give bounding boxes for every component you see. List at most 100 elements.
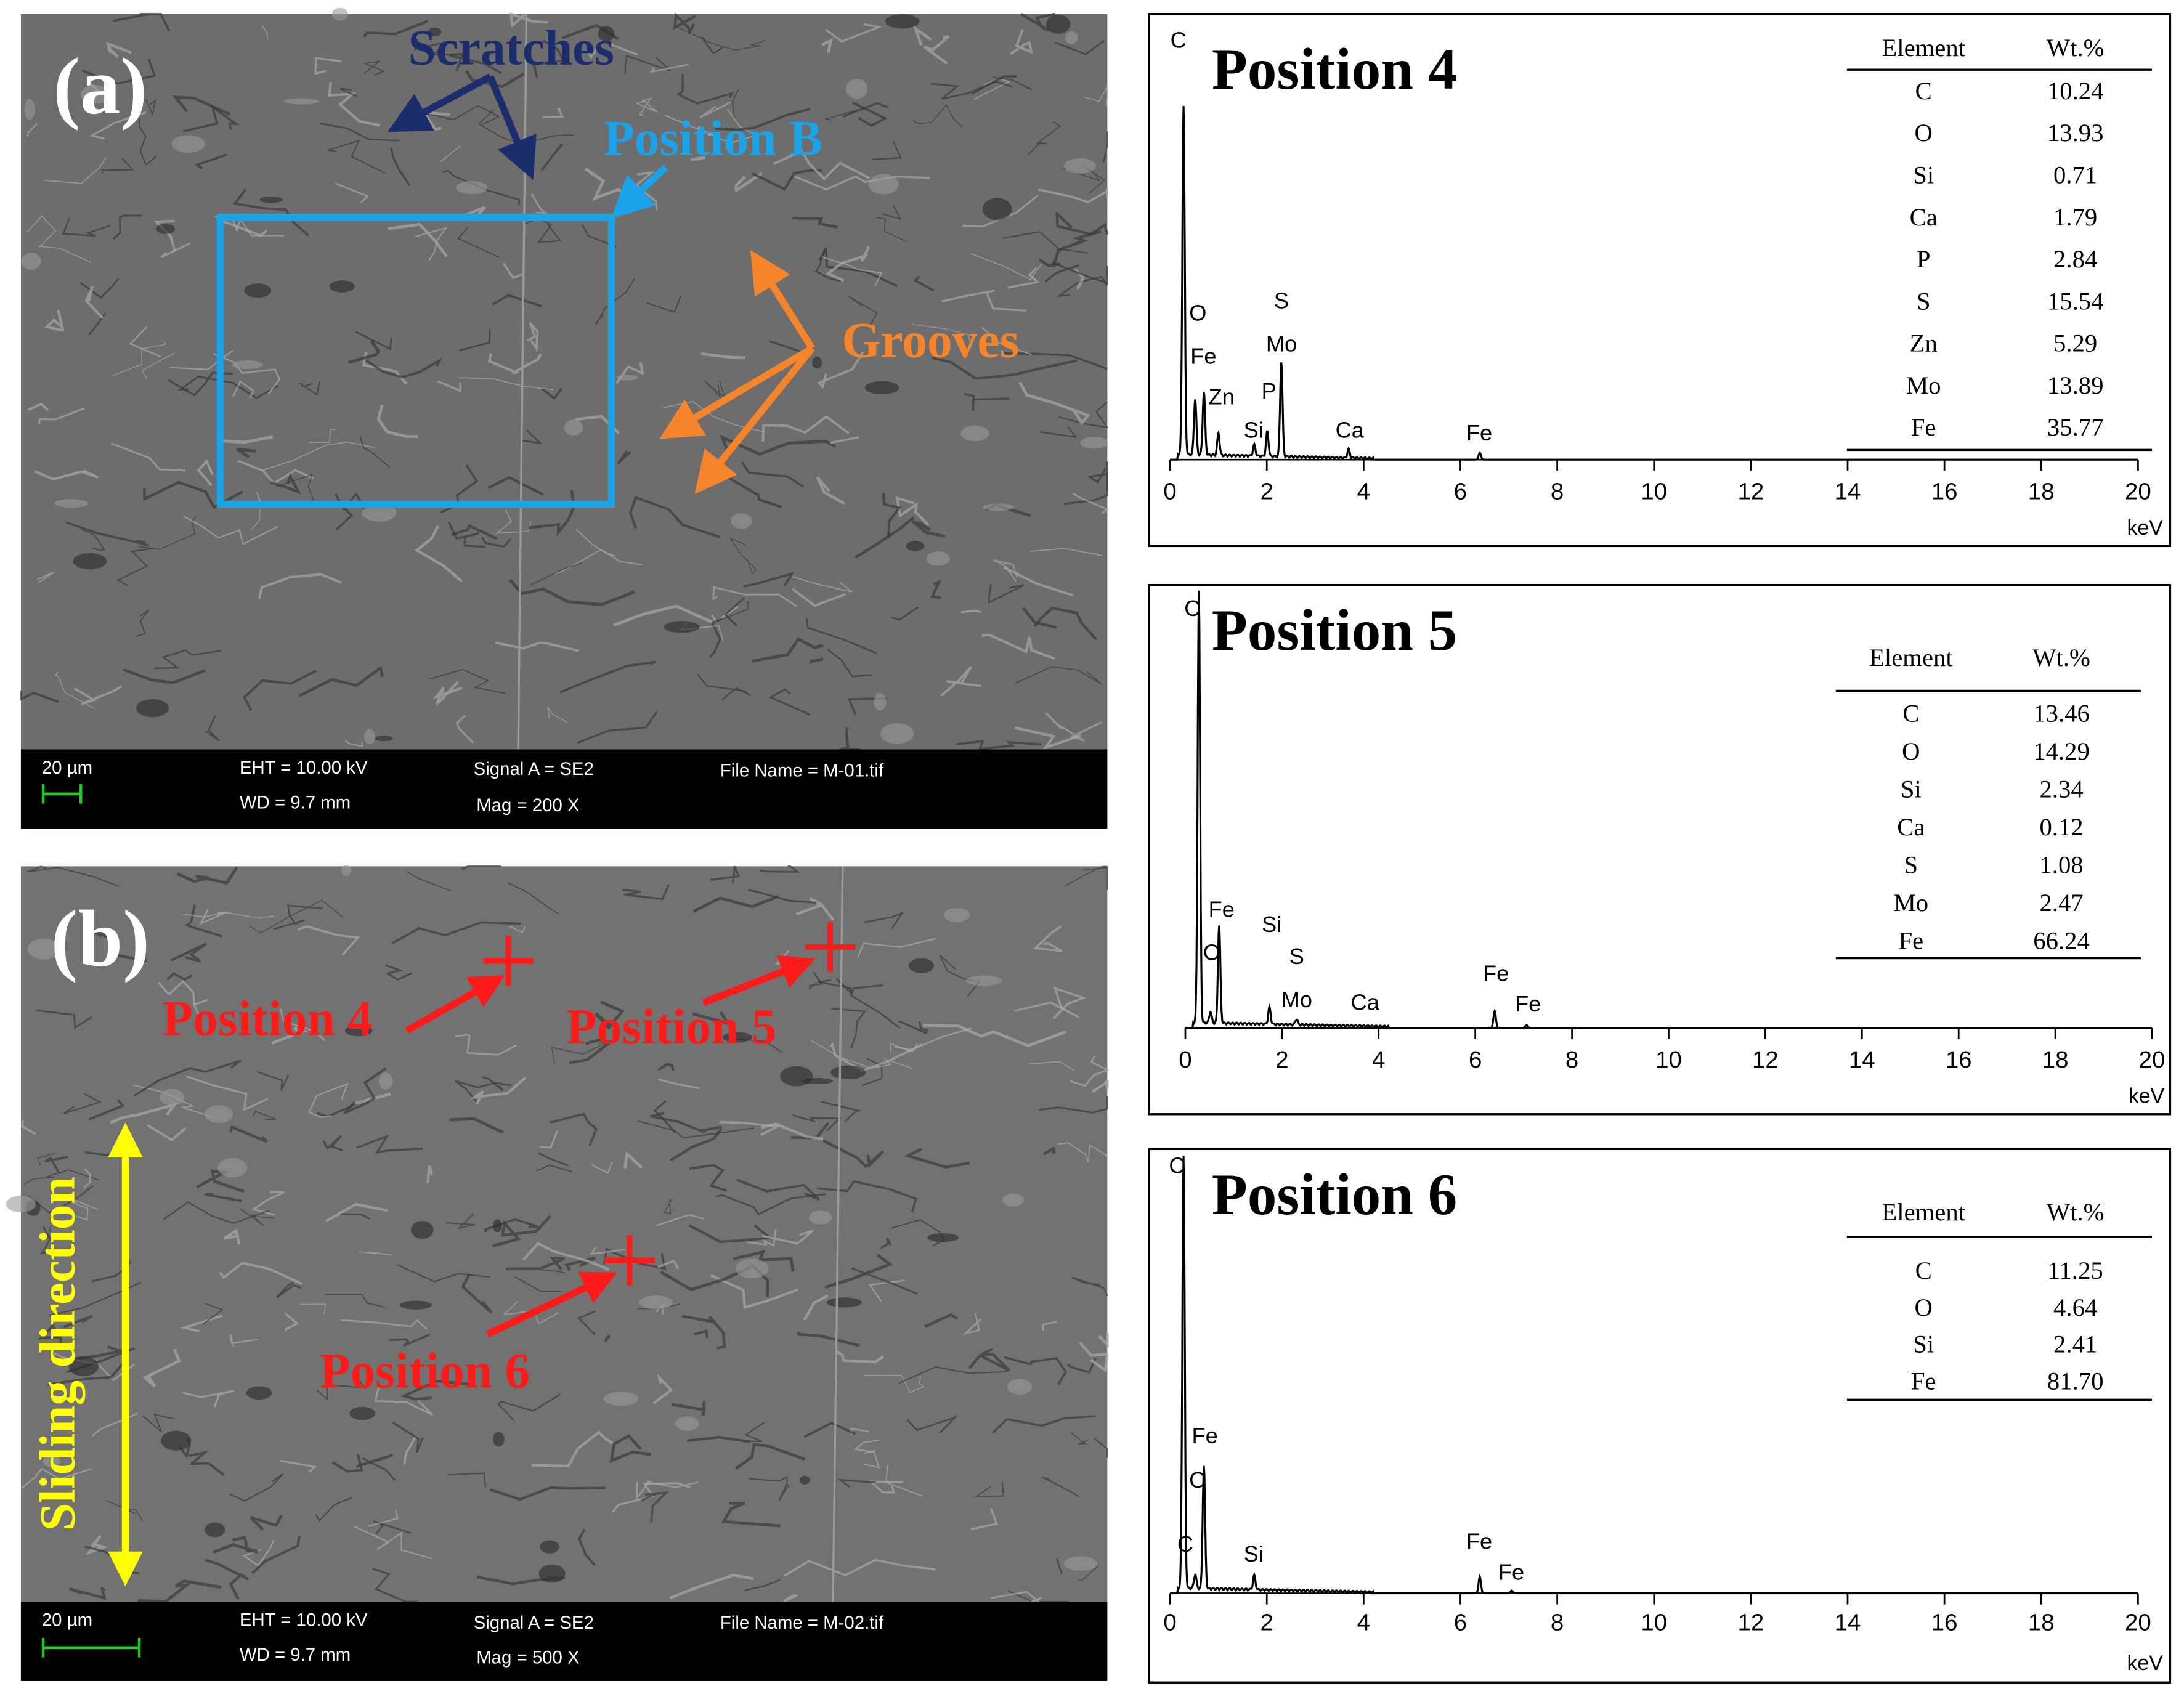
texture-line bbox=[483, 1218, 538, 1233]
texture-line bbox=[719, 1120, 782, 1137]
texture-line bbox=[863, 911, 904, 929]
texture-line bbox=[658, 1078, 700, 1090]
texture-line bbox=[54, 671, 94, 709]
texture-line bbox=[481, 537, 512, 548]
texture-line bbox=[744, 1579, 781, 1591]
table-cell: 2.47 bbox=[2039, 889, 2083, 917]
texture-line bbox=[1004, 1356, 1067, 1385]
texture-line bbox=[912, 324, 972, 349]
texture-spot bbox=[966, 975, 1002, 986]
texture-line bbox=[719, 434, 836, 456]
texture-spot bbox=[492, 1219, 502, 1233]
table-cell: 1.08 bbox=[2039, 851, 2083, 879]
texture-line bbox=[923, 1024, 1067, 1048]
x-tick-label: 18 bbox=[2028, 479, 2055, 505]
info-text: Mag = 500 X bbox=[476, 1648, 579, 1668]
texture-line bbox=[604, 1334, 611, 1342]
table-cell: 0.71 bbox=[2053, 161, 2097, 189]
texture-line bbox=[236, 447, 257, 459]
texture-line bbox=[522, 1241, 610, 1271]
texture-spot bbox=[349, 1406, 376, 1420]
table-cell: 66.24 bbox=[2033, 927, 2090, 955]
texture-line bbox=[509, 925, 526, 934]
table-cell: 0.12 bbox=[2039, 813, 2083, 841]
texture-line bbox=[339, 87, 357, 97]
texture-line bbox=[898, 1366, 1007, 1384]
table-cell: Fe bbox=[1911, 1368, 1936, 1395]
texture-line bbox=[449, 1117, 504, 1134]
texture-spot bbox=[617, 374, 638, 381]
arrow bbox=[694, 346, 815, 495]
texture-line bbox=[822, 256, 883, 287]
texture-line bbox=[1051, 261, 1108, 285]
texture-line bbox=[142, 1348, 181, 1388]
texture-line bbox=[251, 1191, 285, 1216]
x-tick-label: 10 bbox=[1641, 1609, 1667, 1635]
texture-line bbox=[353, 1525, 433, 1560]
texture-line bbox=[889, 1042, 918, 1053]
texture-line bbox=[229, 1125, 268, 1143]
texture-line bbox=[1098, 1332, 1109, 1348]
texture-line bbox=[981, 326, 1032, 355]
x-tick-label: 4 bbox=[1357, 1609, 1370, 1635]
table-cell: Si bbox=[1913, 161, 1934, 189]
texture-line bbox=[1038, 188, 1109, 204]
sem-image bbox=[20, 866, 1108, 1602]
table-cell: Fe bbox=[1899, 927, 1924, 955]
annotation: Position 6 bbox=[320, 1343, 530, 1399]
texture-line bbox=[1056, 275, 1108, 297]
x-tick-label: 6 bbox=[1454, 479, 1467, 505]
texture-line bbox=[176, 866, 238, 885]
arrow bbox=[611, 164, 668, 219]
texture-line bbox=[270, 472, 302, 495]
texture-line bbox=[822, 1139, 885, 1169]
texture-spot bbox=[410, 1221, 434, 1239]
texture-line bbox=[636, 1480, 699, 1501]
texture-line bbox=[715, 1193, 826, 1215]
texture-line bbox=[299, 1303, 326, 1315]
texture-line bbox=[1057, 1142, 1108, 1162]
texture-line bbox=[307, 1082, 349, 1119]
texture-line bbox=[44, 309, 65, 332]
texture-line bbox=[492, 294, 543, 308]
texture-line bbox=[359, 1251, 392, 1256]
texture-spot bbox=[341, 865, 352, 877]
peak-label: Zn bbox=[1209, 384, 1235, 409]
texture-line bbox=[280, 1459, 317, 1473]
texture-line bbox=[1033, 606, 1098, 641]
texture-line bbox=[1105, 1080, 1109, 1090]
texture-line bbox=[249, 899, 344, 934]
x-tick-label: 12 bbox=[1738, 1609, 1764, 1635]
texture-line bbox=[327, 139, 386, 174]
x-tick-label: 0 bbox=[1163, 1609, 1176, 1635]
texture-line bbox=[1007, 267, 1041, 289]
texture-line bbox=[1064, 865, 1108, 887]
texture-line bbox=[831, 1007, 867, 1049]
texture-line bbox=[188, 1450, 225, 1477]
texture-line bbox=[689, 1164, 727, 1192]
texture-spot bbox=[926, 551, 950, 566]
texture-line bbox=[470, 1076, 527, 1104]
texture-line bbox=[509, 12, 548, 28]
texture-line bbox=[240, 1208, 275, 1226]
spectrum-frame bbox=[1148, 1148, 2172, 1684]
texture-line bbox=[73, 685, 123, 705]
texture-line bbox=[923, 35, 950, 65]
peak-label: Fe bbox=[1192, 1423, 1218, 1448]
texture-line bbox=[261, 25, 269, 39]
texture-line bbox=[160, 242, 191, 259]
texture-line bbox=[540, 143, 564, 171]
texture-line bbox=[83, 1168, 91, 1189]
texture-line bbox=[110, 1102, 178, 1124]
texture-spot bbox=[675, 1416, 699, 1431]
axis-unit: keV bbox=[2127, 516, 2163, 540]
texture-line bbox=[514, 1276, 562, 1292]
info-text: EHT = 10.00 kV bbox=[240, 1610, 368, 1631]
texture-spot bbox=[283, 98, 319, 105]
texture-line bbox=[941, 289, 1026, 312]
texture-line bbox=[137, 1579, 222, 1603]
texture-spot bbox=[639, 1295, 673, 1310]
x-tick-label: 6 bbox=[1454, 1609, 1467, 1635]
texture-line bbox=[177, 375, 279, 399]
